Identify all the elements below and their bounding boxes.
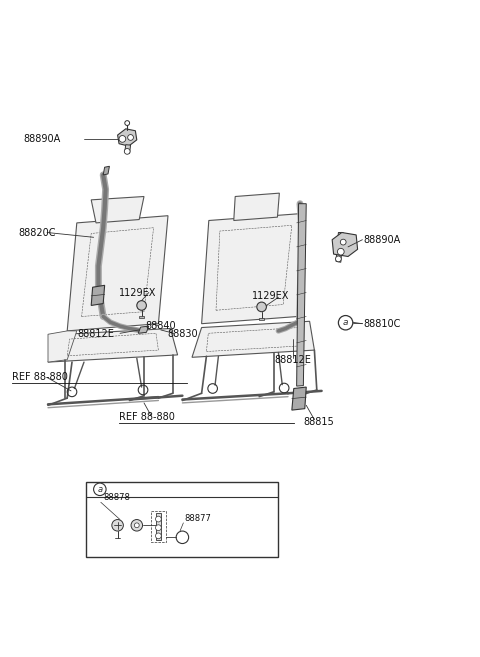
Circle shape [94, 483, 106, 495]
Text: 88830: 88830 [167, 329, 198, 339]
Text: REF 88-880: REF 88-880 [119, 413, 175, 422]
Text: 88812E: 88812E [78, 329, 115, 339]
Text: 88890A: 88890A [364, 235, 401, 244]
Circle shape [156, 533, 161, 539]
Polygon shape [103, 166, 109, 175]
Polygon shape [156, 513, 161, 539]
Polygon shape [192, 321, 314, 357]
Circle shape [337, 248, 344, 255]
Circle shape [336, 256, 341, 261]
Polygon shape [91, 285, 105, 306]
Text: 88890A: 88890A [23, 134, 60, 144]
Text: 88812E: 88812E [275, 355, 312, 365]
Circle shape [338, 315, 353, 330]
Circle shape [134, 523, 139, 528]
Circle shape [119, 135, 126, 143]
Circle shape [124, 148, 130, 154]
Text: a: a [343, 318, 348, 327]
Polygon shape [125, 145, 131, 153]
Polygon shape [292, 387, 306, 410]
Polygon shape [332, 233, 358, 256]
Polygon shape [138, 326, 149, 333]
Text: 1129EX: 1129EX [119, 288, 156, 298]
Text: 88877: 88877 [185, 514, 212, 522]
Polygon shape [67, 215, 168, 331]
Text: a: a [97, 485, 102, 494]
Text: 88878: 88878 [103, 493, 130, 502]
Polygon shape [118, 129, 137, 146]
Text: 1129EX: 1129EX [252, 291, 289, 302]
Polygon shape [336, 233, 343, 262]
Circle shape [340, 239, 346, 245]
Circle shape [128, 135, 133, 141]
Polygon shape [91, 196, 144, 223]
Polygon shape [139, 316, 144, 319]
Text: REF 88-880: REF 88-880 [12, 373, 68, 382]
Circle shape [137, 301, 146, 310]
Polygon shape [48, 328, 178, 362]
Text: 88840: 88840 [145, 321, 176, 330]
Polygon shape [259, 318, 264, 321]
Circle shape [112, 520, 123, 531]
Circle shape [156, 525, 161, 531]
FancyBboxPatch shape [86, 482, 278, 556]
Circle shape [156, 516, 161, 522]
Circle shape [131, 520, 143, 531]
Polygon shape [297, 204, 306, 386]
Circle shape [257, 302, 266, 311]
Text: 88820C: 88820C [18, 227, 56, 237]
Polygon shape [48, 331, 77, 362]
Text: 88810C: 88810C [364, 319, 401, 328]
Text: 88815: 88815 [303, 417, 334, 427]
Polygon shape [202, 214, 305, 324]
Polygon shape [234, 193, 279, 221]
